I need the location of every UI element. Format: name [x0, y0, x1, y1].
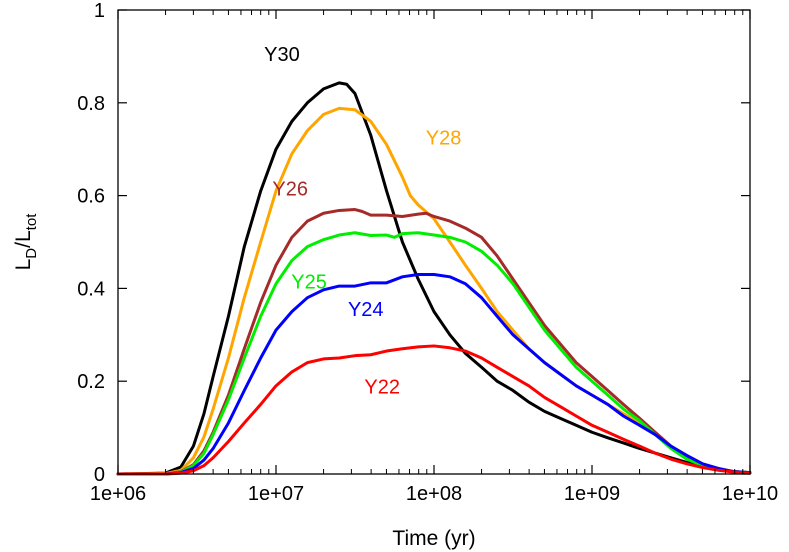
- y-tick-label: 0: [94, 464, 105, 486]
- tick-layer: 1e+06 1e+07 1e+08 1e+09 1e+10 0 0.2 0.4 0.6 0.8 1: [77, 0, 778, 505]
- series-line-y26: [116, 208, 752, 476]
- series-line-y22: [116, 344, 752, 476]
- y-tick-label: 0.4: [77, 278, 105, 300]
- series-label-y22: Y22: [364, 376, 400, 398]
- y-axis-label-slash: /: [12, 242, 35, 248]
- series-label-y30: Y30: [264, 44, 300, 66]
- series-layer: [116, 81, 752, 476]
- series-label-y26: Y26: [272, 179, 308, 201]
- y-axis-label: LD/Ltot: [12, 213, 40, 271]
- x-tick-label: 1e+07: [248, 483, 304, 505]
- plot-frame: [117, 9, 751, 475]
- series-label-y25: Y25: [291, 271, 327, 293]
- series-label-y28: Y28: [426, 128, 462, 150]
- y-tick-label: 1: [94, 0, 105, 22]
- series-line-y28: [116, 106, 752, 476]
- x-tick-label: 1e+10: [722, 483, 778, 505]
- y-tick-label: 0.6: [77, 186, 105, 208]
- x-axis-label: Time (yr): [392, 527, 475, 550]
- label-layer: Y30 Y28 Y26 Y25 Y24 Y22: [264, 44, 461, 398]
- series-label-y24: Y24: [348, 299, 384, 321]
- y-tick-label: 0.8: [77, 93, 105, 115]
- x-tick-label: 1e+09: [564, 483, 620, 505]
- y-axis-label-den: L: [12, 230, 35, 242]
- series-line-y24: [116, 272, 752, 476]
- y-axis-label-sub: D: [23, 248, 40, 259]
- y-axis-label-base: L: [12, 259, 35, 271]
- x-tick-label: 1e+06: [90, 483, 146, 505]
- y-axis-label-den-sub: tot: [23, 213, 40, 231]
- y-tick-label: 0.2: [77, 371, 105, 393]
- series-line-y25: [116, 231, 752, 476]
- x-tick-label: 1e+08: [406, 483, 462, 505]
